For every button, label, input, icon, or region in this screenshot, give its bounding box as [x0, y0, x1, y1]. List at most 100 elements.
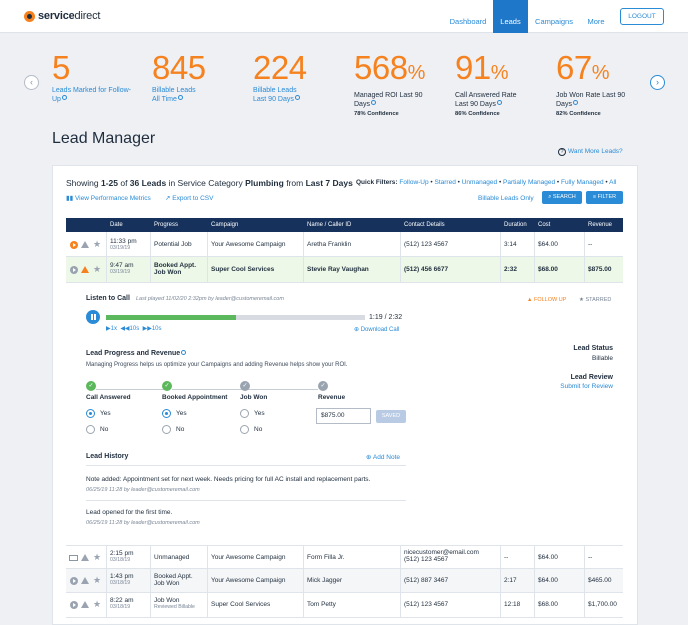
star-icon[interactable]: ★: [93, 599, 102, 609]
download-call-link[interactable]: ⊕ Download Call: [354, 327, 400, 333]
rewind-10-button[interactable]: ◀◀10s: [120, 326, 140, 332]
lead-status-value: Billable: [592, 355, 613, 362]
info-icon: [181, 350, 187, 355]
play-icon[interactable]: [70, 266, 78, 274]
saved-button[interactable]: SAVED: [376, 410, 406, 423]
star-icon[interactable]: ★: [93, 552, 102, 562]
star-icon[interactable]: ★: [93, 264, 102, 274]
table-header: Date Progress Campaign Name / Caller ID …: [66, 218, 623, 232]
nav-campaigns[interactable]: Campaigns: [535, 17, 573, 26]
stat-call-answered-rate: 91% Call Answered Rate Last 90 Days 86% …: [455, 49, 517, 118]
filter-fully-managed[interactable]: Fully Managed: [560, 179, 604, 186]
history-note-meta: 06/25/19 11:28 by leader@customeremail.c…: [86, 487, 200, 493]
filter-partially-managed[interactable]: Partially Managed: [503, 179, 556, 186]
follow-up-icon[interactable]: [81, 601, 89, 608]
want-more-leads-link[interactable]: ? Want More Leads?: [558, 148, 623, 156]
stats-prev-arrow-icon[interactable]: ‹: [24, 75, 39, 90]
follow-up-icon[interactable]: [81, 241, 89, 248]
filter-all[interactable]: All: [609, 179, 617, 186]
logout-button[interactable]: LOGOUT: [620, 8, 664, 25]
step-booked-appointment: Booked Appointment: [162, 394, 228, 401]
filter-button[interactable]: ≡ FILTER: [586, 191, 623, 204]
filter-follow-up[interactable]: Follow-Up: [399, 179, 429, 186]
progress-description: Managing Progress helps us optimize your…: [86, 362, 348, 368]
step-call-answered: Call Answered: [86, 394, 131, 401]
view-performance-metrics-link[interactable]: ▮▮ View Performance Metrics: [66, 195, 151, 202]
history-note: Lead opened for the first time.: [86, 509, 173, 516]
table-row[interactable]: ★ 1:43 pm 03/18/19 Booked Appt. Job Won Yo…: [66, 569, 623, 593]
stat-billable-90-days[interactable]: 224 Billable Leads Last 90 Days: [253, 49, 307, 104]
job-won-yes-radio[interactable]: [240, 409, 249, 418]
info-icon: [572, 100, 578, 105]
filter-icon: ≡: [592, 194, 598, 200]
filter-starred[interactable]: Starred: [434, 179, 456, 186]
top-navigation-bar: [0, 0, 688, 33]
page-title: Lead Manager: [52, 130, 156, 147]
history-note: Note added: Appointment set for next wee…: [86, 476, 371, 483]
follow-up-icon[interactable]: [81, 554, 89, 561]
follow-up-icon[interactable]: [81, 266, 89, 273]
stat-managed-roi: 568% Managed ROI Last 90 Days 78% Confid…: [354, 49, 425, 118]
table-row[interactable]: ★ 11:33 pm 03/19/19 Potential Job Your Aw…: [66, 232, 623, 257]
follow-up-icon[interactable]: [81, 577, 89, 584]
info-icon: [177, 95, 183, 100]
nav-more[interactable]: More: [587, 17, 605, 26]
bar-chart-icon: ▮▮: [66, 195, 75, 202]
booked-yes-radio[interactable]: [162, 409, 171, 418]
playback-controls: ▶1x ◀◀10s ▶▶10s: [106, 325, 162, 332]
billable-leads-only-toggle[interactable]: Billable Leads Only: [478, 195, 534, 202]
revenue-input[interactable]: $875.00: [316, 408, 371, 424]
job-won-no-radio[interactable]: [240, 425, 249, 434]
call-answered-yes-radio[interactable]: [86, 409, 95, 418]
mail-icon[interactable]: [69, 555, 78, 561]
booked-no-radio[interactable]: [162, 425, 171, 434]
speed-button[interactable]: ▶1x: [106, 326, 117, 332]
play-icon[interactable]: [70, 577, 78, 585]
lead-review-label: Lead Review: [570, 374, 613, 381]
export-csv-link[interactable]: ↗ Export to CSV: [165, 195, 214, 202]
call-answered-no-radio[interactable]: [86, 425, 95, 434]
quick-filters: Quick Filters: Follow-Up • Starred • Unm…: [356, 179, 617, 186]
filter-unmanaged[interactable]: Unmanaged: [461, 179, 498, 186]
stats-next-arrow-icon[interactable]: ›: [650, 75, 665, 90]
table-row[interactable]: ★ 8:22 am 03/18/19 Job Won Reviewed Billab…: [66, 593, 623, 618]
submit-for-review-link[interactable]: Submit for Review: [560, 383, 613, 390]
listen-to-call-label: Listen to Call: [86, 295, 130, 302]
info-icon: [370, 100, 376, 105]
star-icon: ★: [579, 297, 586, 303]
info-icon: [61, 95, 67, 100]
stat-billable-all-time[interactable]: 845 Billable Leads All Time: [152, 49, 206, 104]
download-icon: ⊕: [354, 327, 361, 333]
step-revenue: Revenue: [318, 394, 346, 401]
star-icon[interactable]: ★: [93, 575, 102, 585]
star-icon[interactable]: ★: [93, 239, 102, 249]
logo-mark-icon: [24, 10, 35, 22]
warning-icon: ▲: [527, 297, 534, 303]
starred-toggle[interactable]: ★ STARRED: [579, 297, 612, 303]
progress-title: Lead Progress and Revenue: [86, 350, 187, 357]
check-icon: ✓: [318, 381, 328, 391]
table-row-selected[interactable]: ★ 9:47 am 03/19/19 Booked Appt. Job Won Su…: [66, 257, 623, 283]
add-note-link[interactable]: ⊕ Add Note: [366, 454, 401, 461]
info-icon: [294, 95, 300, 100]
servicedirect-logo[interactable]: servicedirect: [24, 10, 100, 22]
table-row[interactable]: ★ 2:15 pm 03/18/19 Unmanaged Your Awesome…: [66, 545, 623, 569]
history-note-meta: 06/25/19 11:28 by leader@customeremail.c…: [86, 520, 200, 526]
info-icon: [496, 100, 502, 105]
help-icon: ?: [558, 148, 566, 156]
stat-job-won-rate: 67% Job Won Rate Last 90 Days 82% Confid…: [556, 49, 626, 118]
play-icon[interactable]: [70, 601, 78, 609]
forward-10-button[interactable]: ▶▶10s: [142, 326, 162, 332]
follow-up-toggle[interactable]: ▲ FOLLOW UP: [527, 297, 567, 303]
check-icon: ✓: [86, 381, 96, 391]
nav-dashboard[interactable]: Dashboard: [449, 17, 487, 26]
pause-icon[interactable]: [86, 310, 100, 324]
audio-progress-bar[interactable]: [106, 315, 365, 320]
check-icon: ✓: [162, 381, 172, 391]
play-icon[interactable]: [70, 241, 78, 249]
stat-follow-up[interactable]: 5 Leads Marked for Follow-Up: [52, 49, 131, 104]
search-button[interactable]: ⌕ SEARCH: [542, 191, 582, 204]
check-icon: ✓: [240, 381, 250, 391]
results-summary: Showing 1-25 of 36 Leads in Service Cate…: [66, 178, 353, 188]
nav-leads[interactable]: Leads: [493, 0, 528, 33]
